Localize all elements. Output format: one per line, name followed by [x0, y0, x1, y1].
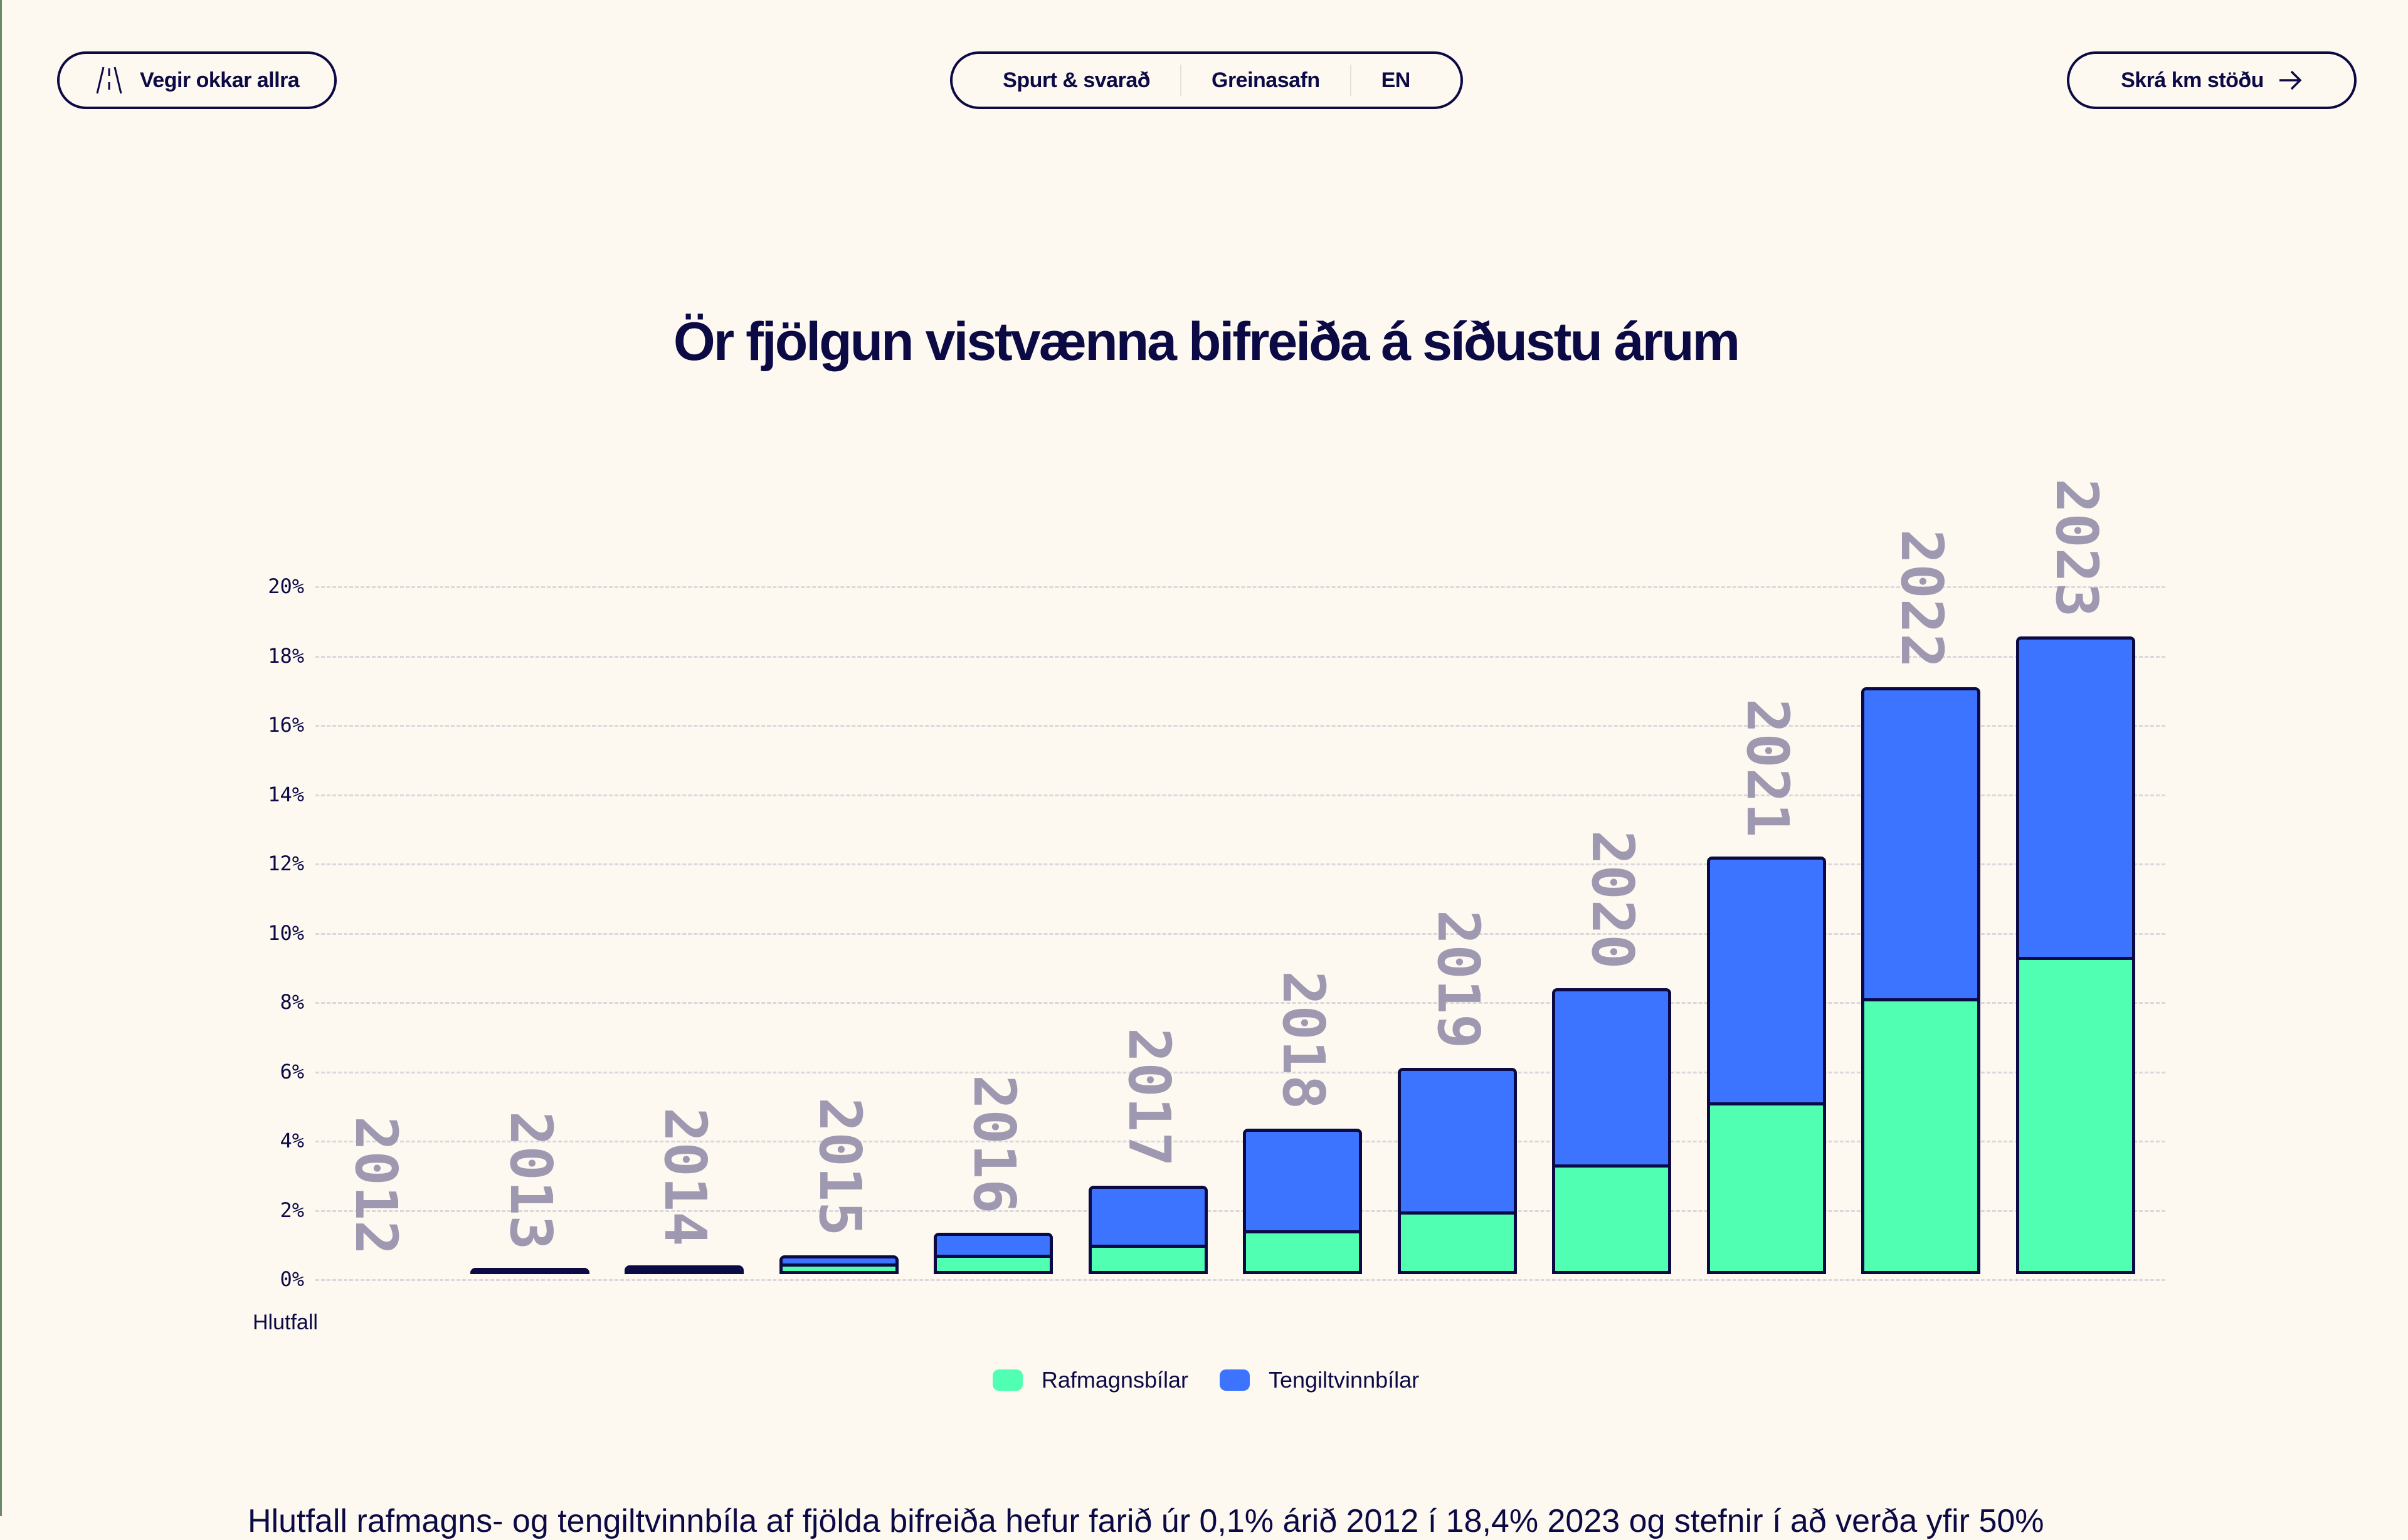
y-tick-label: 6%	[280, 1059, 304, 1084]
bar-2018[interactable]	[1243, 1128, 1362, 1274]
segment-electric	[1864, 998, 1977, 1271]
nav-item-articles[interactable]: Greinasafn	[1212, 68, 1320, 92]
year-label: 2021	[1733, 699, 1801, 838]
bar-2023[interactable]	[2015, 636, 2135, 1274]
legend-item-electric[interactable]: Rafmagnsbílar	[992, 1367, 1188, 1393]
segment-electric	[473, 1271, 586, 1274]
gridline	[315, 586, 2165, 588]
bar-2015[interactable]	[779, 1255, 899, 1274]
bar-2020[interactable]	[1552, 988, 1671, 1274]
segment-plugin-hybrid	[1709, 860, 1823, 1102]
segment-electric	[628, 1268, 741, 1272]
y-tick-label: 0%	[280, 1267, 304, 1291]
segment-plugin-hybrid	[2019, 640, 2132, 957]
year-label: 2015	[806, 1097, 874, 1237]
stacked-bar-chart: 0% 2% 4% 6% 8% 10% 12% 14% 16% 18% 20% 2012 2013 2014…	[268, 478, 2165, 1291]
gridline	[315, 1071, 2165, 1073]
register-km-button[interactable]: Skrá km stöðu	[2067, 51, 2357, 109]
year-label: 2016	[961, 1074, 1028, 1214]
legend-label: Rafmagnsbílar	[1041, 1367, 1188, 1393]
nav-item-faq[interactable]: Spurt & svarað	[1003, 68, 1150, 92]
segment-plugin-hybrid	[1400, 1071, 1514, 1212]
segment-electric	[1400, 1211, 1514, 1271]
gridline	[315, 1141, 2165, 1142]
segment-plugin-hybrid	[937, 1235, 1050, 1255]
year-label: 2018	[1270, 970, 1337, 1110]
gridline	[315, 1002, 2165, 1004]
home-link[interactable]: Vegir okkar allra	[57, 51, 337, 109]
gridline	[315, 725, 2165, 727]
gridline	[315, 1279, 2165, 1281]
bar-2013[interactable]	[470, 1268, 589, 1274]
gridline	[315, 655, 2165, 658]
y-tick-label: 12%	[268, 852, 304, 875]
segment-electric	[782, 1263, 895, 1271]
segment-plugin-hybrid	[1246, 1131, 1359, 1231]
nav-divider	[1349, 65, 1351, 96]
y-tick-label: 8%	[280, 990, 304, 1014]
gridline	[315, 932, 2165, 935]
nav-divider	[1180, 65, 1181, 96]
segment-electric	[1091, 1244, 1205, 1271]
segment-electric	[1246, 1230, 1359, 1271]
road-icon	[96, 66, 122, 94]
bar-2021[interactable]	[1706, 857, 1826, 1274]
gridline	[315, 794, 2165, 796]
y-tick-label: 4%	[280, 1129, 304, 1152]
chart-title: Ör fjölgun vistvænna bifreiða á síðustu …	[673, 312, 1740, 372]
y-tick-label: 14%	[268, 782, 304, 806]
year-label: 2022	[1888, 529, 1955, 668]
segment-electric	[937, 1255, 1050, 1271]
legend-swatch-blue	[1219, 1369, 1250, 1391]
segment-plugin-hybrid	[1555, 991, 1668, 1165]
segment-plugin-hybrid	[782, 1258, 895, 1263]
year-label: 2014	[652, 1107, 719, 1247]
year-label: 2020	[1579, 830, 1646, 969]
year-label: 2017	[1115, 1028, 1183, 1167]
segment-electric	[2019, 956, 2132, 1271]
nav-item-language[interactable]: EN	[1381, 68, 1411, 92]
segment-electric	[1709, 1102, 1823, 1271]
legend-label: Tengiltvinnbílar	[1268, 1367, 1420, 1393]
y-axis-label: Hlutfall	[253, 1311, 318, 1334]
register-km-label: Skrá km stöðu	[2121, 68, 2264, 92]
chart-legend: Rafmagnsbílar Tengiltvinnbílar	[2, 1367, 2408, 1393]
y-tick-label: 18%	[268, 643, 304, 668]
legend-swatch-green	[992, 1369, 1023, 1391]
y-tick-label: 10%	[268, 920, 304, 945]
segment-plugin-hybrid	[1091, 1189, 1205, 1245]
y-tick-label: 16%	[268, 713, 304, 737]
year-label: 2019	[1424, 910, 1492, 1049]
year-label: 2012	[342, 1116, 409, 1255]
bar-2022[interactable]	[1861, 687, 1980, 1274]
gridline	[315, 1210, 2165, 1212]
bar-2017[interactable]	[1088, 1186, 1208, 1274]
y-tick-label: 2%	[280, 1198, 304, 1222]
bar-2014[interactable]	[625, 1265, 744, 1274]
main-nav: Spurt & svarað Greinasafn EN	[950, 51, 1463, 109]
bar-2016[interactable]	[934, 1232, 1053, 1274]
y-tick-label: 20%	[268, 574, 304, 598]
bar-2019[interactable]	[1397, 1068, 1517, 1274]
brand-label: Vegir okkar allra	[140, 68, 300, 92]
gridline	[315, 863, 2165, 865]
body-paragraph: Hlutfall rafmagns- og tengiltvinnbíla af…	[248, 1503, 2044, 1539]
year-label: 2013	[497, 1110, 564, 1250]
year-label: 2023	[2042, 478, 2110, 618]
segment-electric	[1555, 1164, 1668, 1271]
segment-plugin-hybrid	[1864, 690, 1977, 999]
legend-item-plugin-hybrid[interactable]: Tengiltvinnbílar	[1219, 1367, 1420, 1393]
arrow-right-icon	[2279, 70, 2302, 90]
